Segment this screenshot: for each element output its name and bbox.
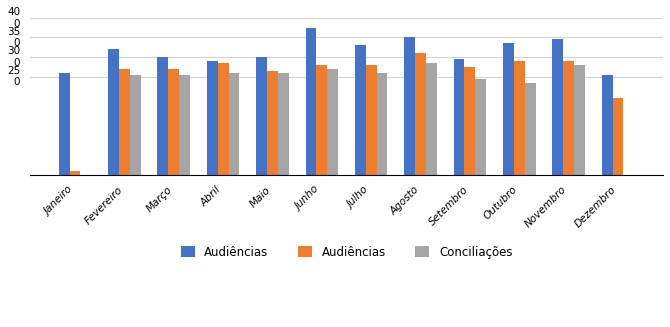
Legend: Audiências, Audiências, Conciliações: Audiências, Audiências, Conciliações [176, 241, 517, 263]
Bar [563, 61, 574, 175]
Bar [574, 65, 585, 175]
Bar [426, 63, 437, 175]
Bar [612, 98, 623, 175]
Bar [130, 75, 141, 175]
Bar [168, 69, 179, 175]
Bar [366, 65, 377, 175]
Bar [525, 82, 535, 175]
Bar [377, 73, 387, 175]
Bar [552, 39, 563, 175]
Bar [306, 27, 316, 175]
Bar [59, 73, 70, 175]
Bar [70, 171, 80, 175]
Bar [503, 43, 514, 175]
Bar [514, 61, 525, 175]
Bar [218, 63, 228, 175]
Bar [157, 57, 168, 175]
Bar [327, 69, 338, 175]
Bar [602, 75, 612, 175]
Bar [228, 73, 239, 175]
Bar [108, 49, 119, 175]
Bar [404, 37, 415, 175]
Bar [464, 67, 475, 175]
Bar [119, 69, 130, 175]
Bar [256, 57, 267, 175]
Bar [179, 75, 190, 175]
Bar [278, 73, 289, 175]
Bar [207, 61, 218, 175]
Bar [454, 59, 464, 175]
Bar [355, 45, 366, 175]
Bar [415, 53, 426, 175]
Bar [267, 71, 278, 175]
Bar [316, 65, 327, 175]
Bar [475, 78, 486, 175]
